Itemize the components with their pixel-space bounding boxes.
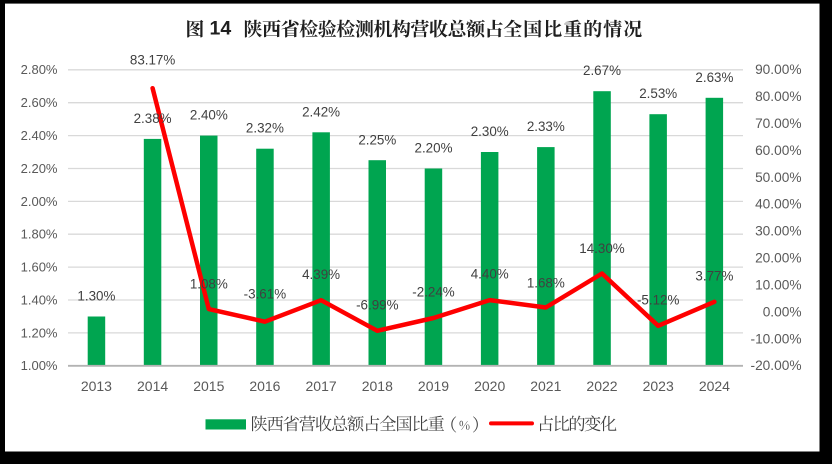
svg-text:2013: 2013 [81, 378, 112, 394]
svg-text:-3.61%: -3.61% [244, 287, 287, 302]
svg-text:14: 14 [210, 18, 232, 40]
svg-text:10.00%: 10.00% [755, 278, 801, 293]
svg-text:2022: 2022 [586, 378, 617, 394]
svg-text:1.40%: 1.40% [21, 292, 58, 307]
svg-text:2.30%: 2.30% [471, 124, 509, 139]
svg-text:3.77%: 3.77% [695, 269, 733, 284]
svg-text:2.33%: 2.33% [527, 119, 565, 134]
svg-text:2015: 2015 [193, 378, 224, 394]
svg-text:40.00%: 40.00% [755, 197, 801, 212]
svg-text:1.80%: 1.80% [21, 227, 58, 242]
svg-text:2.63%: 2.63% [695, 70, 733, 85]
svg-text:-2.24%: -2.24% [412, 284, 455, 299]
svg-text:2021: 2021 [530, 378, 561, 394]
svg-text:2.80%: 2.80% [21, 62, 58, 77]
svg-text:2016: 2016 [249, 378, 280, 394]
svg-text:2014: 2014 [137, 378, 168, 394]
svg-text:2.42%: 2.42% [302, 104, 340, 119]
svg-text:-10.00%: -10.00% [751, 331, 802, 346]
svg-text:4.39%: 4.39% [302, 267, 340, 282]
svg-text:70.00%: 70.00% [755, 116, 801, 131]
svg-text:-5.12%: -5.12% [637, 293, 680, 308]
svg-text:2.67%: 2.67% [583, 63, 621, 78]
svg-text:50.00%: 50.00% [755, 170, 801, 185]
svg-text:1.30%: 1.30% [77, 289, 115, 304]
svg-text:2.40%: 2.40% [21, 128, 58, 143]
svg-text:14.30%: 14.30% [579, 241, 625, 256]
svg-text:2.00%: 2.00% [21, 194, 58, 209]
svg-text:2.38%: 2.38% [134, 111, 172, 126]
svg-text:1.08%: 1.08% [190, 277, 228, 292]
svg-text:20.00%: 20.00% [755, 251, 801, 266]
svg-text:-20.00%: -20.00% [751, 358, 802, 373]
svg-text:30.00%: 30.00% [755, 224, 801, 239]
svg-text:-6.99%: -6.99% [356, 298, 399, 313]
svg-text:83.17%: 83.17% [130, 53, 176, 68]
svg-text:2.32%: 2.32% [246, 121, 284, 136]
svg-text:1.00%: 1.00% [21, 358, 58, 373]
svg-text:2024: 2024 [699, 378, 730, 394]
svg-text:2023: 2023 [643, 378, 674, 394]
svg-text:2.25%: 2.25% [358, 132, 396, 147]
svg-text:2.40%: 2.40% [190, 108, 228, 123]
svg-text:2018: 2018 [362, 378, 393, 394]
svg-text:2.20%: 2.20% [415, 141, 453, 156]
svg-text:2020: 2020 [474, 378, 505, 394]
svg-text:2.53%: 2.53% [639, 86, 677, 101]
svg-text:60.00%: 60.00% [755, 143, 801, 158]
svg-text:1.60%: 1.60% [21, 260, 58, 275]
svg-text:4.40%: 4.40% [471, 266, 509, 281]
svg-text:1.20%: 1.20% [21, 325, 58, 340]
svg-text:80.00%: 80.00% [755, 89, 801, 104]
svg-text:90.00%: 90.00% [755, 62, 801, 77]
svg-text:2.20%: 2.20% [21, 161, 58, 176]
svg-text:1.68%: 1.68% [527, 276, 565, 291]
svg-text:2017: 2017 [306, 378, 337, 394]
svg-text:2019: 2019 [418, 378, 449, 394]
svg-text:0.00%: 0.00% [763, 304, 802, 319]
svg-text:2.60%: 2.60% [21, 95, 58, 110]
